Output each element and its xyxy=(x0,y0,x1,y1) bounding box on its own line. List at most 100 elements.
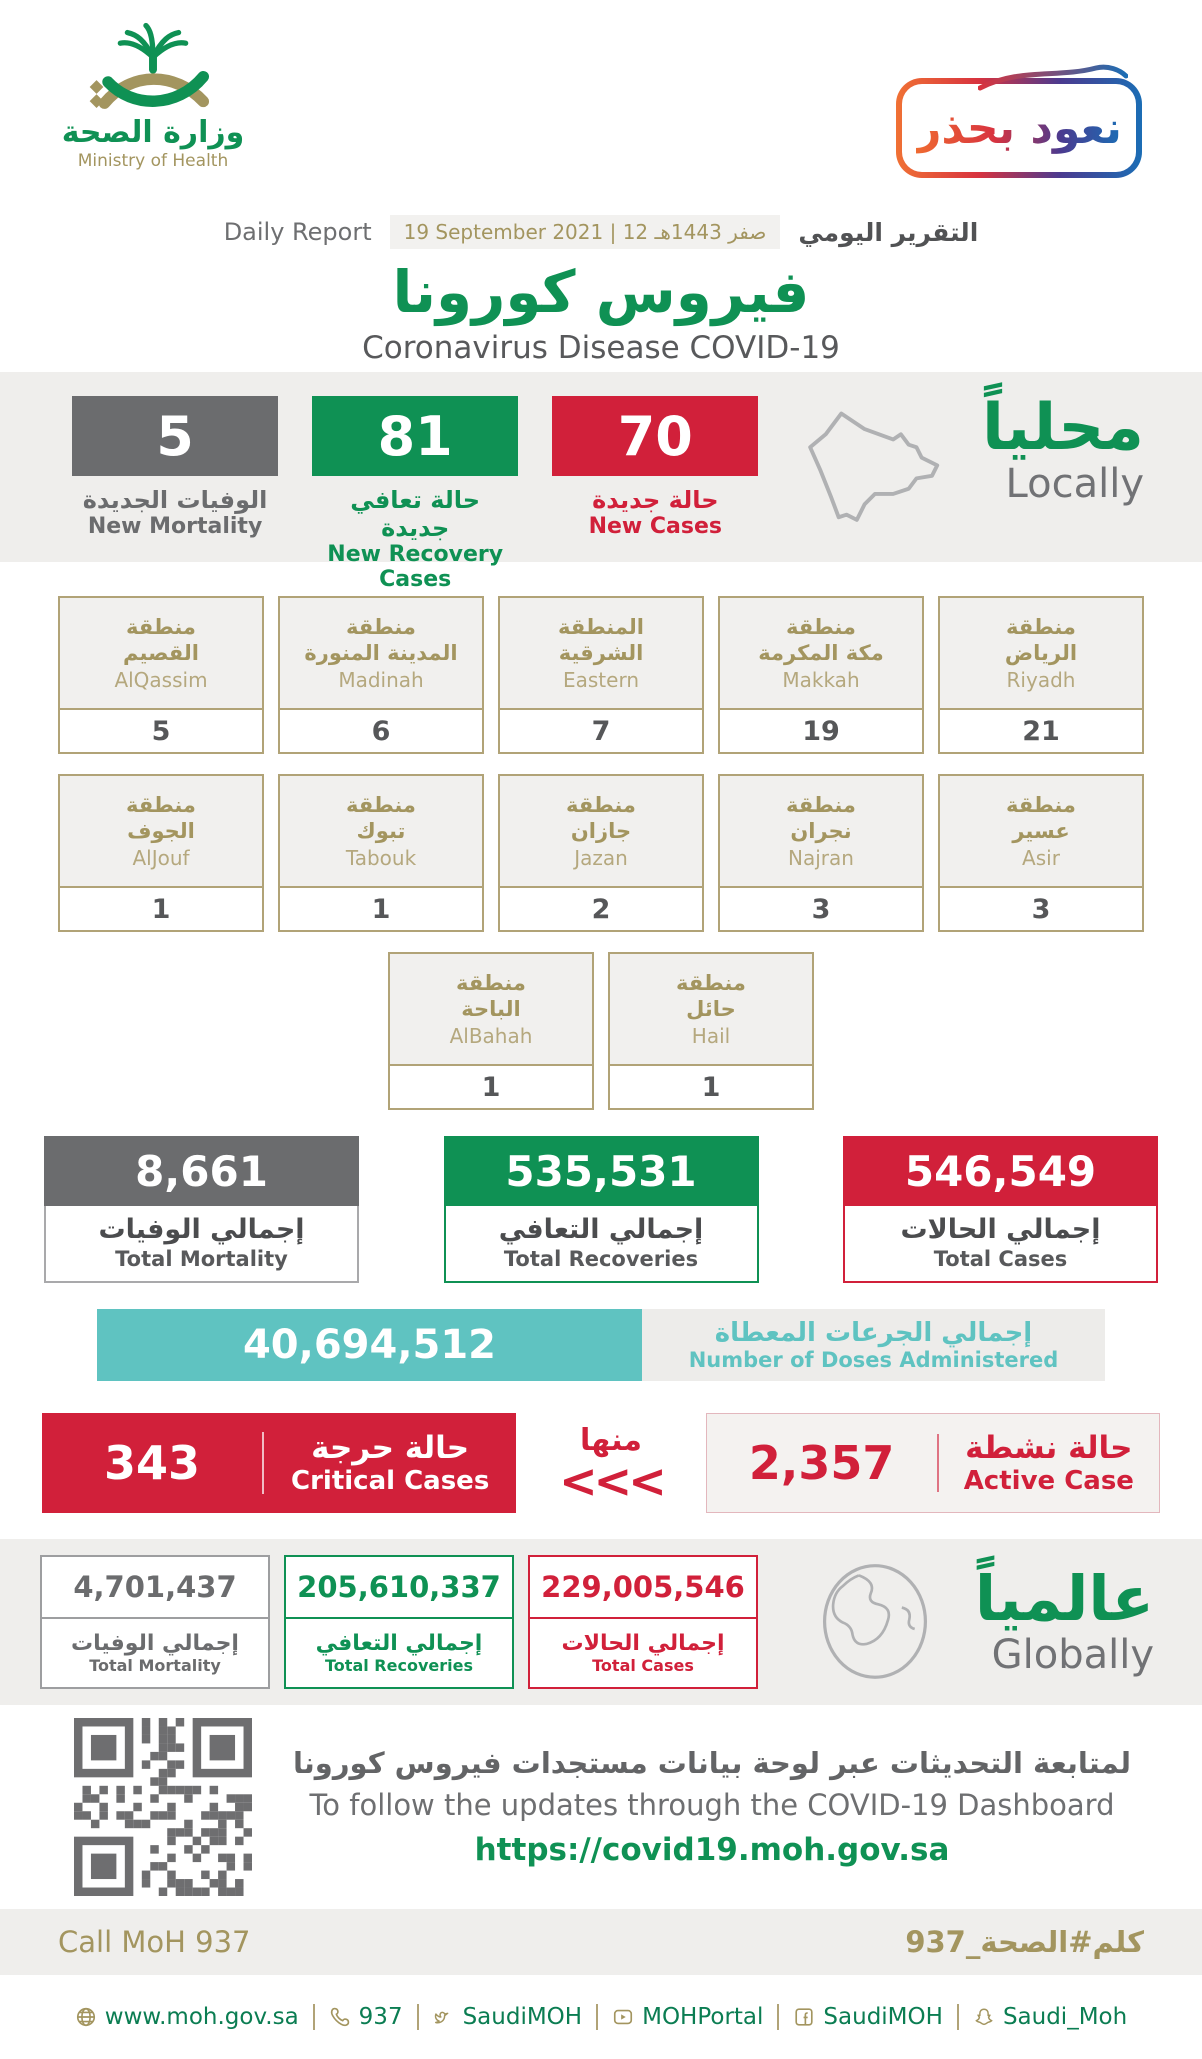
total-recoveries-block: 535,531 إجمالي التعافي Total Recoveries xyxy=(443,1136,759,1283)
region-name-en: Makkah xyxy=(782,668,860,693)
footer-link-label: Saudi_Moh xyxy=(1002,2004,1128,2030)
region-name-ar: المنطقة الشرقية xyxy=(557,614,645,665)
region-card-madinah: منطقة المدينة المنورة Madinah 6 xyxy=(278,596,484,754)
footer-link-label: SaudiMOH xyxy=(462,2004,583,2030)
globally-heading-ar: عالمياً xyxy=(974,1562,1154,1636)
active-case-label-ar: حالة نشطة xyxy=(965,1430,1133,1466)
locally-heading: محلياً Locally xyxy=(982,396,1144,508)
new-mortality-stat: 5 الوفيات الجديدة New Mortality xyxy=(72,396,279,539)
page-title-english: Coronavirus Disease COVID-19 xyxy=(362,330,840,366)
return-with-caution-badge: نعود بحذر xyxy=(896,64,1142,178)
ministry-name-english: Ministry of Health xyxy=(77,151,229,171)
total-recoveries-label-ar: إجمالي التعافي xyxy=(498,1214,704,1245)
region-card-albahah: منطقة الباحة AlBahah 1 xyxy=(388,952,594,1110)
left-chevrons-icon: <<< xyxy=(559,1453,667,1508)
region-case-count: 3 xyxy=(1031,893,1051,925)
dashboard-url-link[interactable]: https://covid19.moh.gov.sa xyxy=(474,1832,950,1868)
local-totals-row: 8,661 إجمالي الوفيات Total Mortality 535… xyxy=(44,1136,1158,1283)
region-name-ar: منطقة مكة المكرمة xyxy=(758,614,884,665)
region-name-ar: منطقة تبوك xyxy=(346,792,416,843)
region-case-count: 19 xyxy=(802,715,840,747)
region-name-en: Madinah xyxy=(338,668,424,693)
globally-section: 4,701,437 إجمالي الوفيات Total Mortality… xyxy=(0,1539,1202,1705)
region-name-en: Najran xyxy=(788,846,854,871)
footer-link-snapchat[interactable]: Saudi_Moh xyxy=(959,2004,1141,2030)
new-mortality-label-en: New Mortality xyxy=(87,514,263,539)
phone-icon xyxy=(330,2007,349,2027)
region-card-makkah: منطقة مكة المكرمة Makkah 19 xyxy=(718,596,924,754)
critical-cases-value: 343 xyxy=(103,1436,201,1490)
region-case-count: 1 xyxy=(151,893,171,925)
global-cases-block: 229,005,546 إجمالي الحالات Total Cases xyxy=(528,1555,758,1689)
doses-label-en: Number of Doses Administered xyxy=(688,1348,1059,1372)
region-name-ar: منطقة الجوف xyxy=(126,792,196,843)
daily-report-label-en: Daily Report xyxy=(223,218,372,246)
page-title-arabic: فيروس كورونا xyxy=(392,258,810,326)
global-recoveries-label-ar: إجمالي التعافي xyxy=(315,1631,483,1656)
total-cases-label-en: Total Cases xyxy=(933,1247,1068,1271)
region-name-en: Asir xyxy=(1022,846,1060,871)
divider xyxy=(936,1434,939,1492)
divider xyxy=(262,1432,264,1494)
total-mortality-label-en: Total Mortality xyxy=(115,1247,288,1271)
critical-cases-label-ar: حالة حرجة xyxy=(311,1430,470,1466)
locally-heading-ar: محلياً xyxy=(981,391,1144,465)
region-name-ar: منطقة حائل xyxy=(676,970,746,1021)
doses-value: 40,694,512 xyxy=(97,1309,642,1381)
active-case-label-en: Active Case xyxy=(963,1466,1134,1496)
region-row-3: منطقة الباحة AlBahah 1 منطقة حائل Hail 1 xyxy=(0,952,1202,1110)
snapchat-icon xyxy=(975,2008,993,2026)
global-mortality-block: 4,701,437 إجمالي الوفيات Total Mortality xyxy=(40,1555,270,1689)
region-name-ar: منطقة المدينة المنورة xyxy=(304,614,458,665)
footer-link-facebook[interactable]: SaudiMOH xyxy=(779,2004,959,2030)
locally-section: 5 الوفيات الجديدة New Mortality 81 حالة … xyxy=(0,372,1202,592)
region-case-count: 21 xyxy=(1022,715,1060,747)
footer-link-label: SaudiMOH xyxy=(823,2004,943,2030)
dashboard-section: لمتابعة التحديثات عبر لوحة بيانات مستجدا… xyxy=(0,1705,1202,1909)
globally-heading: عالمياً Globally xyxy=(975,1566,1154,1677)
saudi-arabia-map-icon xyxy=(808,411,940,522)
call-hashtag-label: كلم#الصحة_937 xyxy=(905,1925,1144,1959)
region-card-najran: منطقة نجران Najran 3 xyxy=(718,774,924,932)
doses-administered-bar: 40,694,512 إجمالي الجرعات المعطاة Number… xyxy=(97,1309,1105,1381)
footer-link-twitter[interactable]: SaudiMOH xyxy=(419,2004,599,2030)
global-cases-value: 229,005,546 xyxy=(530,1557,756,1619)
region-card-hail: منطقة حائل Hail 1 xyxy=(608,952,814,1110)
new-recovery-label-en: New Recovery Cases xyxy=(327,542,504,592)
region-name-ar: منطقة عسير xyxy=(1006,792,1076,843)
region-name-ar: منطقة الرياض xyxy=(1004,614,1078,665)
region-card-jazan: منطقة جازان Jazan 2 xyxy=(498,774,704,932)
region-row-2: منطقة الجوف AlJouf 1 منطقة تبوك Tabouk 1 م… xyxy=(0,774,1202,932)
dashboard-text-en: To follow the updates through the COVID-… xyxy=(309,1788,1115,1822)
new-cases-label-en: New Cases xyxy=(588,514,723,539)
region-name-ar: منطقة الباحة xyxy=(456,970,526,1021)
region-card-eastern: المنطقة الشرقية Eastern 7 xyxy=(498,596,704,754)
new-cases-value: 70 xyxy=(552,396,759,476)
region-case-count: 5 xyxy=(151,715,171,747)
region-name-en: Hail xyxy=(691,1024,731,1049)
footer-link-website[interactable]: www.moh.gov.sa xyxy=(61,2004,315,2030)
region-name-ar: منطقة جازان xyxy=(566,792,636,843)
footer-link-youtube[interactable]: MOHPortal xyxy=(598,2004,780,2030)
report-header: وزارة الصحة Ministry of Health نعود بحذر xyxy=(0,0,1202,210)
global-recoveries-label-en: Total Recoveries xyxy=(325,1656,473,1675)
footer-link-phone[interactable]: 937 xyxy=(315,2004,419,2030)
critical-active-row: 343 حالة حرجة Critical Cases منها <<< 2,… xyxy=(42,1407,1160,1519)
new-cases-stat: 70 حالة جديدة New Cases xyxy=(552,396,759,539)
total-mortality-value: 8,661 xyxy=(44,1136,359,1206)
region-name-ar: منطقة القصيم xyxy=(123,614,199,665)
total-cases-value: 546,549 xyxy=(843,1136,1158,1206)
of-which-indicator: منها <<< xyxy=(516,1423,705,1504)
region-case-count: 3 xyxy=(811,893,831,925)
global-mortality-label-ar: إجمالي الوفيات xyxy=(71,1631,239,1656)
region-name-en: AlBahah xyxy=(449,1024,533,1049)
globally-heading-en: Globally xyxy=(991,1631,1154,1678)
of-which-label: منها xyxy=(580,1422,642,1458)
critical-cases-label-en: Critical Cases xyxy=(291,1466,490,1496)
global-recoveries-block: 205,610,337 إجمالي التعافي Total Recover… xyxy=(284,1555,514,1689)
region-card-aljouf: منطقة الجوف AlJouf 1 xyxy=(58,774,264,932)
region-name-en: AlJouf xyxy=(132,846,190,871)
twitter-icon xyxy=(434,2011,448,2024)
report-date: 19 September 2021 | 12 صفر 1443هـ xyxy=(389,215,781,249)
footer-link-label: www.moh.gov.sa xyxy=(104,2004,299,2030)
